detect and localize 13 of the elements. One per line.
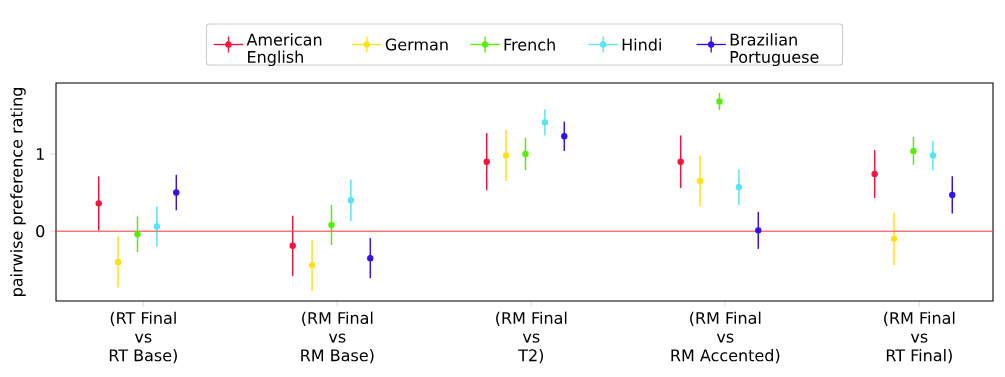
x-tick-label: (RM Final vs RM Accented) xyxy=(671,311,780,364)
x-tick-label: (RM Final vs T2) xyxy=(496,311,567,364)
x-tick-label: (RT Final vs RT Base) xyxy=(109,311,177,364)
legend-label: German xyxy=(385,38,448,51)
x-tick-label: (RM Final vs RM Base) xyxy=(301,311,374,364)
legend-label: American English xyxy=(246,33,322,67)
x-tick-label: (RM Final vs RT Final) xyxy=(884,311,955,364)
legend-label: Hindi xyxy=(622,38,661,51)
y-tick-label: 1 xyxy=(36,148,44,160)
legend-label: French xyxy=(504,38,555,51)
y-tick-label: 0 xyxy=(36,225,45,238)
legend-label: Brazilian Portuguese xyxy=(730,33,819,67)
y-axis-title: pairwise preference rating xyxy=(10,88,26,296)
